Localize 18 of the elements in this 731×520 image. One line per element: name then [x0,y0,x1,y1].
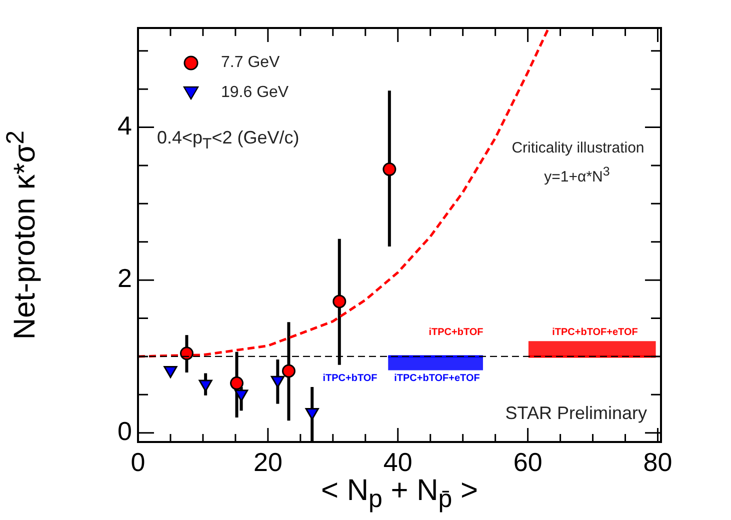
x-tick-label: 60 [513,446,542,477]
x-axis-title: < N$_{p}$ + N$_{p̄}$ > [320,474,478,513]
y-tick-label: 4 [118,110,132,140]
x-tick-label: 80 [643,446,672,477]
annotation: y=1+α*N$^{3}$ [544,164,610,186]
x-tick-label: 40 [383,446,412,477]
legend-label: 7.7 GeV [221,54,280,72]
y-tick-label: 2 [118,263,132,294]
y-tick-label: 0 [118,416,132,446]
annotation: iTPC+bTOF [428,327,484,338]
x-tick-label: 20 [253,446,282,477]
annotation: 0.4<p$_{T}$<2 (GeV/c) [157,128,300,152]
annotation: Criticality illustration [512,140,644,156]
annotation: STAR Preliminary [505,403,647,423]
annotation: iTPC+bTOF+eTOF [394,373,480,384]
annotation: iTPC+bTOF [322,373,378,384]
legend-label: 19.6 GeV [221,84,289,102]
annotation: iTPC+bTOF+eTOF [552,327,638,338]
